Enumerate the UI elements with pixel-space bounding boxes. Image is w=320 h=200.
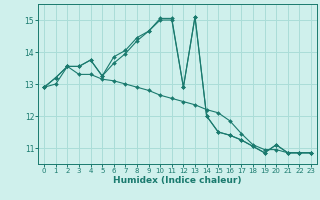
X-axis label: Humidex (Indice chaleur): Humidex (Indice chaleur) [113, 176, 242, 185]
